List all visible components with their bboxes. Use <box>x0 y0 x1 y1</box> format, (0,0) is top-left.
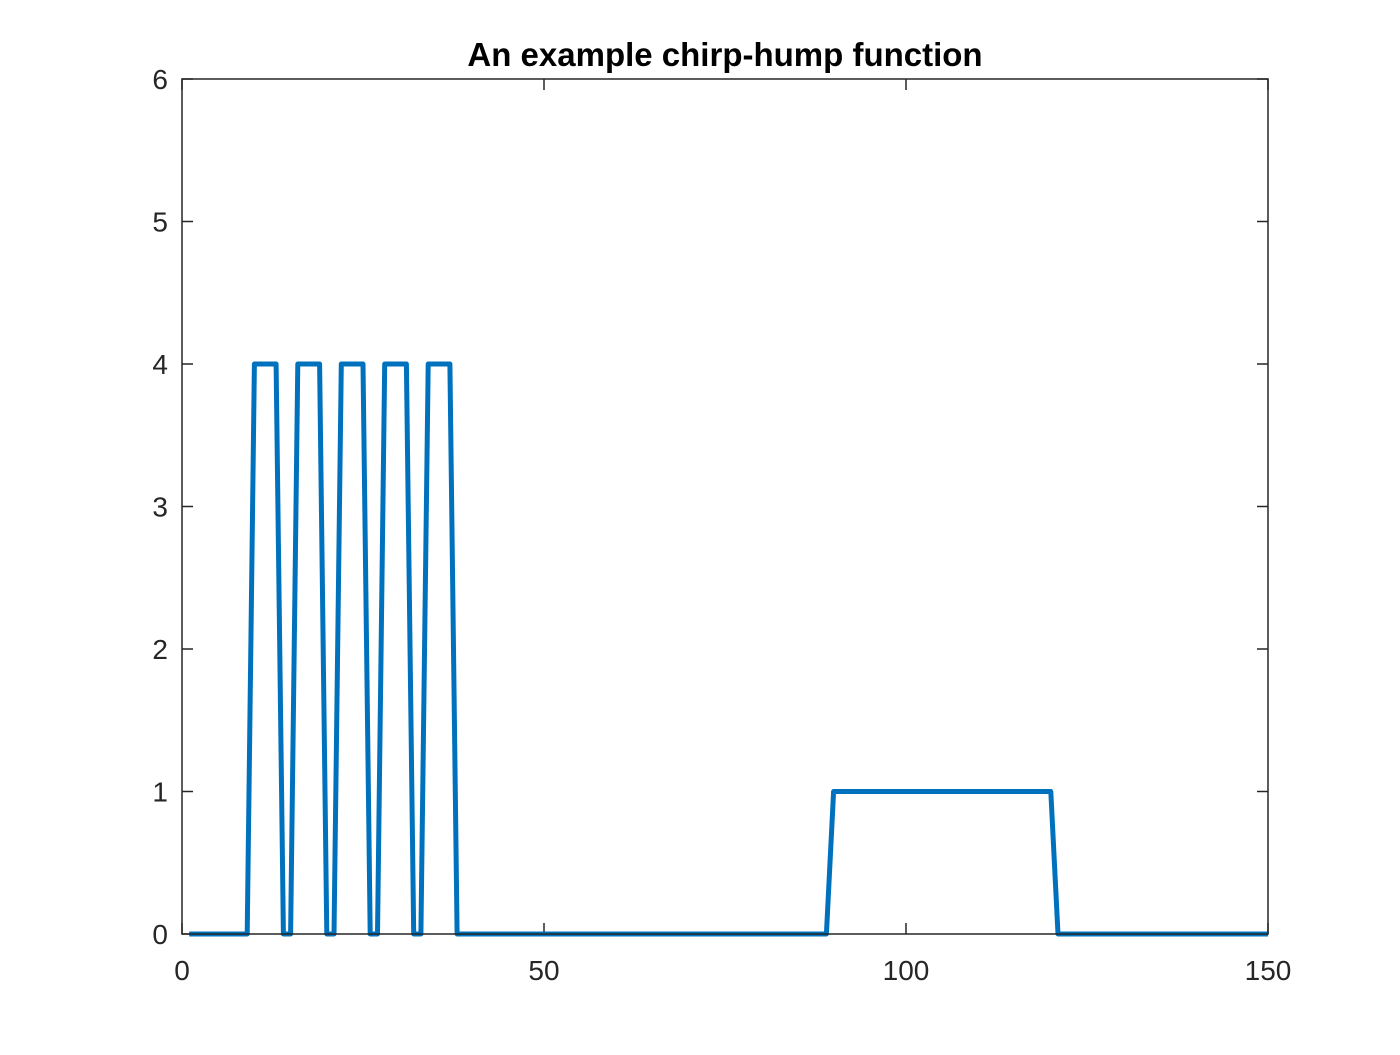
tick-labels: 0 50 100 150 0 1 2 3 4 5 6 <box>152 64 1291 986</box>
x-tick-label: 0 <box>174 955 190 986</box>
chart-title: An example chirp-hump function <box>467 36 982 73</box>
x-tick-label: 50 <box>528 955 559 986</box>
x-tick-label: 100 <box>883 955 930 986</box>
x-tick-label: 150 <box>1245 955 1292 986</box>
axes-box <box>181 78 1269 935</box>
y-tick-label: 2 <box>152 634 168 665</box>
y-tick-label: 1 <box>152 777 168 808</box>
y-tick-label: 4 <box>152 349 168 380</box>
y-tick-label: 5 <box>152 207 168 238</box>
y-tick-label: 3 <box>152 492 168 523</box>
y-tick-label: 0 <box>152 919 168 950</box>
plot-area <box>182 79 1268 934</box>
y-tick-label: 6 <box>152 64 168 95</box>
